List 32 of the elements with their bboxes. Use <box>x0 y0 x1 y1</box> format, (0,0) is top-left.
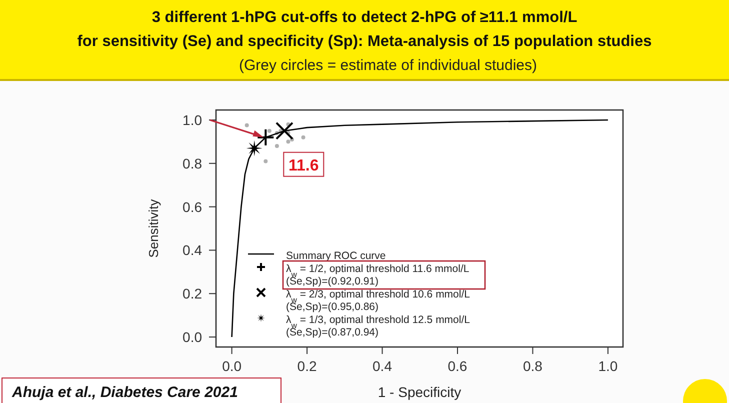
y-tick-label: 0.6 <box>182 198 202 215</box>
legend-label: λ$_{w}$ = 2/3, optimal threshold 10.6 mmol/L (Se,Sp)=(0.95,0.86) <box>286 288 470 313</box>
chart-title: 3 different 1-hPG cut-offs to detect 2-hPG of ≥11.1 mmol/L for sensitivity (Se) and specificity (Sp): Meta-analysis of 15 population studies <box>77 9 652 50</box>
x-tick-label: 0.6 <box>448 358 468 374</box>
y-tick-label: 0.2 <box>182 286 202 302</box>
point <box>256 128 275 146</box>
legend-label: Summary ROC curve <box>286 250 386 262</box>
x-tick-label: 0.2 <box>297 358 317 374</box>
y-tick-label: 0.4 <box>182 242 202 258</box>
chart-subtitle: (Grey circles = estimate of individual studies) <box>238 57 538 74</box>
point <box>274 144 279 148</box>
x-axis-title: 1 - Specificity <box>378 384 462 400</box>
legend-label: λ$_{w}$ = 1/2, optimal threshold 11.6 mmol/L (Se,Sp)=(0.92,0.91) <box>286 263 470 288</box>
point <box>246 140 262 156</box>
point <box>275 122 294 140</box>
y-tick-label: 0.0 <box>182 329 202 346</box>
x-tick-label: 0.0 <box>222 358 242 374</box>
point <box>267 128 272 133</box>
x-tick-label: 1.0 <box>598 358 618 374</box>
point <box>264 159 268 164</box>
point <box>301 135 306 140</box>
x-tick-label: 0.8 <box>522 358 543 374</box>
text: Ahuja et al., Diabetes Care 2021 <box>11 384 238 401</box>
x-tick-label: 0.4 <box>372 358 392 374</box>
y-tick-label: 0.8 <box>182 155 202 172</box>
legend-label: λ$_{w}$ = 1/3, optimal threshold 12.5 mmol/L (Se,Sp)=(0.87,0.94) <box>286 314 470 338</box>
y-tick-label: 1.0 <box>182 112 202 128</box>
point <box>286 140 290 144</box>
point <box>244 123 249 128</box>
annotation: 11.6 <box>288 157 319 174</box>
y-axis-title: Sensitivity <box>146 198 161 258</box>
line-series <box>231 119 609 338</box>
